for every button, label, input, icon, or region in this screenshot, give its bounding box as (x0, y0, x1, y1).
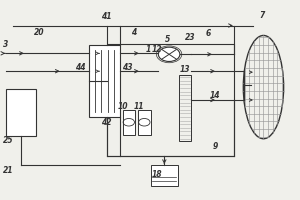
Text: 9: 9 (212, 142, 218, 151)
Bar (107, 44, 234, 156)
Text: 3: 3 (2, 40, 8, 49)
Text: 11: 11 (134, 102, 144, 111)
Text: 23: 23 (185, 33, 196, 42)
Bar (138, 110, 151, 135)
Text: 5: 5 (165, 35, 170, 44)
Text: 43: 43 (122, 63, 133, 72)
Text: 12: 12 (151, 45, 162, 54)
Text: 42: 42 (101, 118, 112, 127)
Text: 13: 13 (180, 65, 190, 74)
Text: 4: 4 (131, 28, 136, 37)
Text: 25: 25 (3, 136, 13, 145)
Text: 1: 1 (145, 45, 151, 54)
Bar (151, 165, 178, 186)
Text: 7: 7 (260, 11, 265, 20)
Text: 41: 41 (101, 12, 112, 21)
Text: 14: 14 (210, 91, 220, 100)
Text: 18: 18 (151, 170, 162, 179)
Text: 6: 6 (206, 29, 211, 38)
Bar (122, 110, 135, 135)
Bar (6, 89, 36, 136)
Circle shape (158, 47, 180, 61)
Bar (89, 45, 120, 117)
Text: 21: 21 (3, 166, 13, 175)
Text: 10: 10 (117, 102, 128, 111)
Bar (179, 75, 191, 141)
Text: 20: 20 (34, 28, 45, 37)
Text: 44: 44 (75, 63, 85, 72)
